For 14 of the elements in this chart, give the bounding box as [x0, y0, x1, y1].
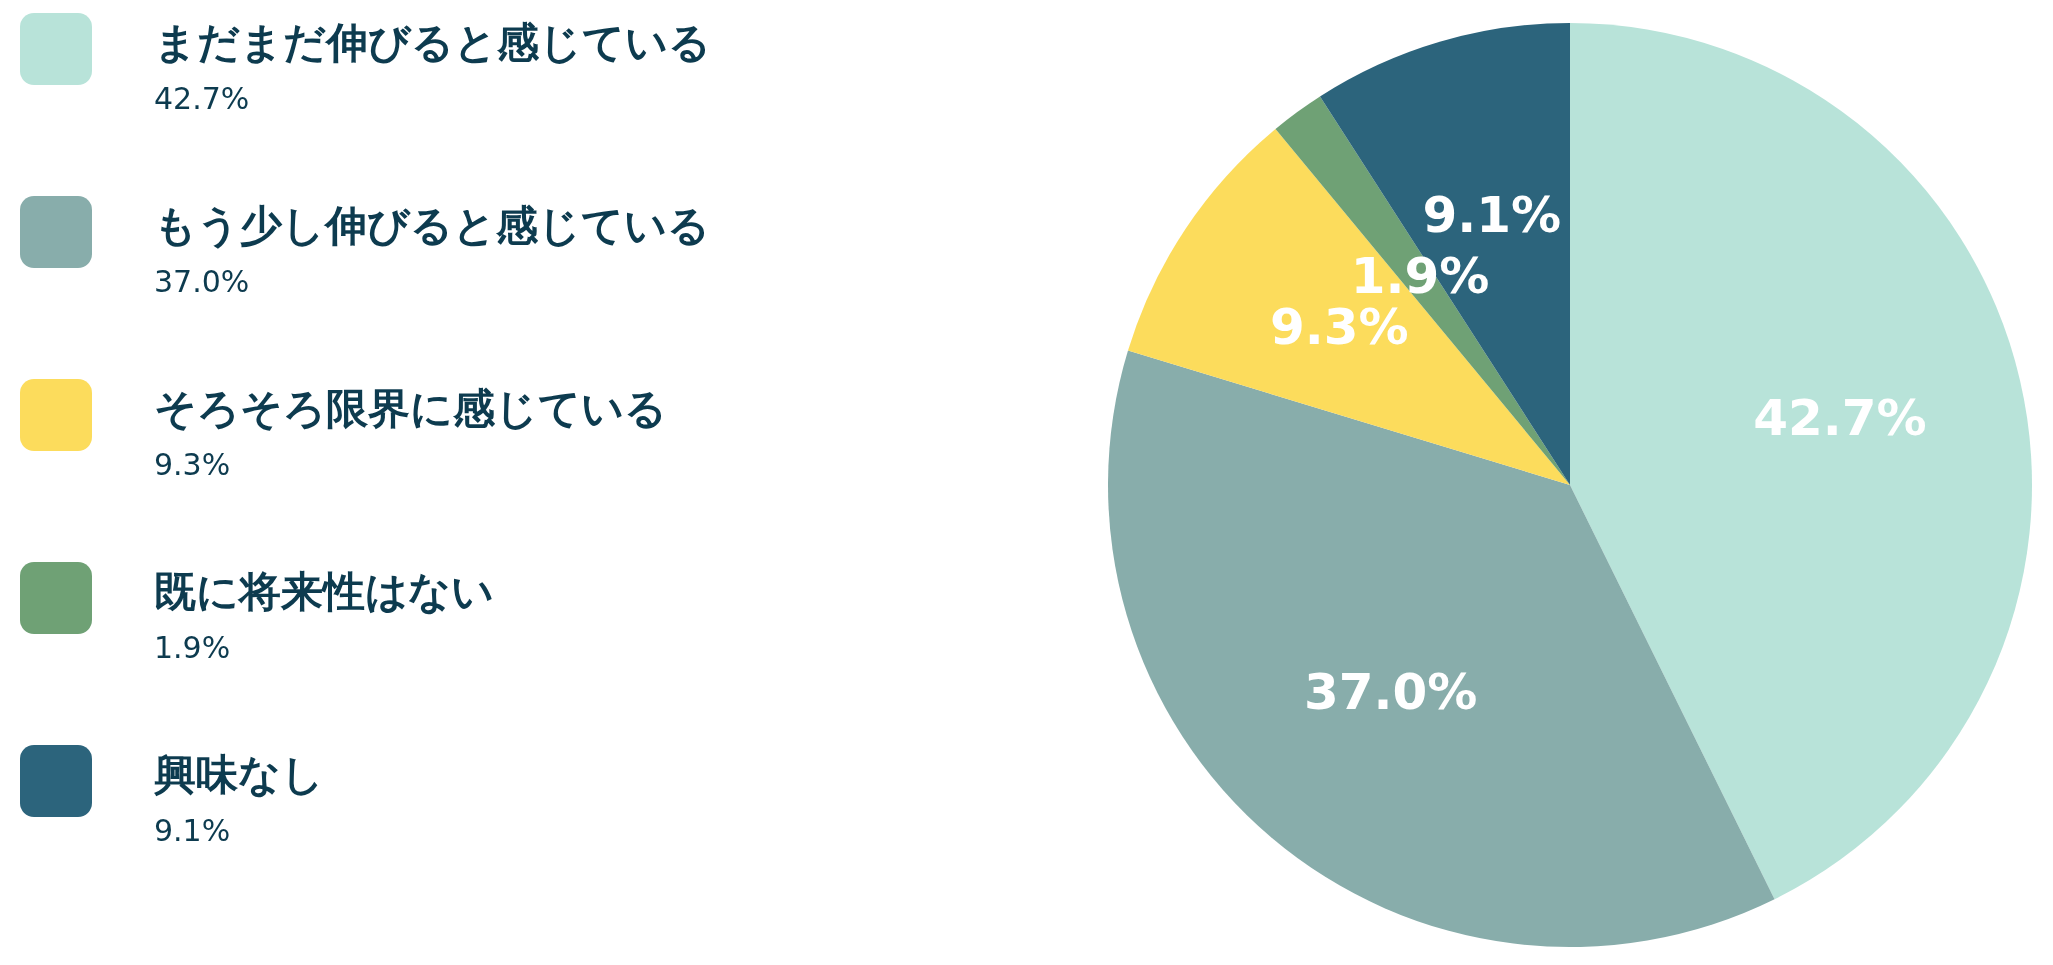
- data-label: 9.3%: [1269, 298, 1409, 357]
- data-label: 9.1%: [1422, 186, 1562, 245]
- legend-label: 既に将来性はない: [154, 566, 494, 618]
- text: 1.9%: [154, 630, 231, 665]
- legend-label: もう少し伸びると感じている: [154, 200, 710, 252]
- text: 9.3%: [154, 447, 231, 482]
- legend-label: 興味なし: [154, 749, 324, 801]
- text: 9.1%: [154, 813, 231, 848]
- text: 42.7%: [154, 81, 250, 116]
- legend-label: そろそろ限界に感じている: [154, 383, 667, 435]
- data-label: 42.7%: [1753, 388, 1927, 447]
- text: 37.0%: [154, 264, 250, 299]
- data-label: 37.0%: [1303, 663, 1478, 722]
- legend-label: まだまだ伸びると感じている: [154, 17, 711, 69]
